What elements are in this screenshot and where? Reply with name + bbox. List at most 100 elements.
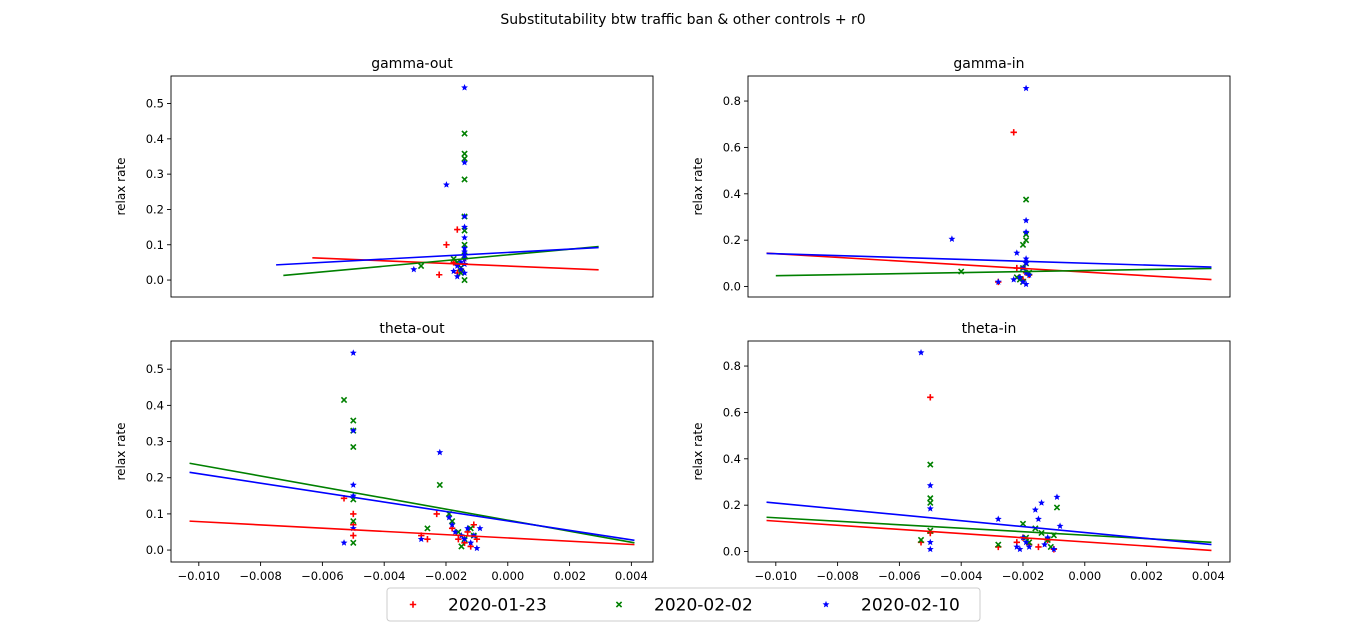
- y-tick-label: 0.3: [146, 167, 164, 181]
- y-axis-label: relax rate: [114, 157, 128, 215]
- x-tick-label: 0.004: [1192, 569, 1225, 583]
- data-point: [1019, 241, 1027, 248]
- data-point: [467, 539, 475, 546]
- subplot-title: gamma-out: [371, 56, 453, 72]
- data-point: [410, 265, 418, 273]
- data-point: [926, 538, 934, 546]
- legend: 2020-01-23 2020-02-02 2020-02-10: [386, 587, 981, 622]
- x-tick-label: 0.002: [553, 569, 586, 583]
- data-point: [349, 349, 357, 356]
- data-point: [436, 448, 444, 456]
- data-point: [1031, 506, 1039, 513]
- y-tick-label: 0.1: [146, 507, 164, 521]
- data-point: [455, 536, 462, 543]
- data-point: [424, 536, 431, 543]
- data-point: [1035, 543, 1042, 551]
- data-point: [917, 348, 925, 356]
- y-axis-label: relax rate: [114, 422, 128, 480]
- fit-line-2020-02-10: [189, 471, 635, 542]
- data-point: [926, 505, 934, 512]
- data-point: [1022, 255, 1030, 262]
- data-point: [1050, 545, 1058, 553]
- data-point: [340, 539, 348, 546]
- data-point: [417, 535, 425, 543]
- subplot-grid: gamma-out relax rate 0.0 0.1 0.2 0.3 0.4 0.5 gam…: [114, 56, 1231, 583]
- data-point: [350, 539, 357, 546]
- axes-frame: [170, 340, 654, 563]
- data-point: [424, 525, 431, 532]
- data-point: [350, 517, 357, 525]
- data-point: [451, 528, 459, 535]
- data-point: [1022, 280, 1030, 288]
- data-point: [1010, 276, 1018, 283]
- x-tick-label: −0.006: [301, 569, 344, 583]
- x-tick-label: −0.004: [940, 569, 983, 583]
- fit-line-2020-02-02: [775, 267, 1212, 277]
- data-point: [458, 543, 465, 550]
- series-2020-02-02: [340, 396, 477, 550]
- data-point: [1022, 538, 1030, 546]
- data-point: [1022, 216, 1030, 224]
- plot-area: [189, 349, 635, 552]
- data-point: [470, 521, 477, 528]
- legend-label: 2020-02-02: [654, 596, 753, 616]
- legend-marker: [409, 601, 417, 608]
- data-point: [927, 394, 934, 401]
- data-point: [349, 427, 357, 434]
- data-point: [350, 532, 357, 539]
- subplot-gamma-out: gamma-out relax rate 0.0 0.1 0.2 0.3 0.4 0.5: [114, 56, 654, 298]
- data-point: [1016, 273, 1024, 281]
- subplot-title: gamma-in: [953, 56, 1024, 72]
- data-point: [350, 443, 357, 451]
- data-point: [948, 235, 956, 242]
- plot-area: [276, 84, 599, 284]
- y-tick-label: 0.8: [723, 359, 741, 373]
- data-point: [350, 417, 357, 424]
- y-tick-label: 0.2: [146, 202, 164, 216]
- data-point: [450, 267, 458, 275]
- fit-line-2020-01-23: [189, 520, 635, 546]
- series-2020-02-10: [340, 349, 484, 552]
- fit-line-2020-02-10: [766, 501, 1212, 546]
- data-point: [1022, 259, 1030, 267]
- data-point: [350, 510, 357, 518]
- data-point: [448, 521, 456, 528]
- data-point: [1022, 228, 1030, 235]
- y-tick-label: 0.0: [146, 543, 164, 557]
- series-2020-02-10: [917, 348, 1064, 553]
- legend-label: 2020-02-10: [861, 596, 960, 616]
- y-tick-label: 0.6: [723, 405, 741, 419]
- subplot-title: theta-in: [962, 321, 1017, 337]
- data-point: [1016, 545, 1024, 553]
- data-point: [473, 544, 481, 552]
- subplot-theta-out: theta-out relax rate 0.0 0.1 0.2 0.3 0.4 0.5 −0.…: [114, 321, 654, 583]
- data-point: [995, 541, 1002, 548]
- data-point: [461, 248, 468, 255]
- data-point: [349, 481, 357, 488]
- data-point: [1010, 129, 1017, 136]
- y-tick-label: 0.4: [146, 398, 164, 412]
- data-point: [927, 461, 934, 468]
- data-point: [461, 212, 468, 220]
- data-point: [1053, 493, 1061, 500]
- plot-area: [766, 348, 1212, 553]
- data-point: [476, 524, 484, 532]
- data-point: [340, 396, 348, 404]
- data-point: [994, 515, 1002, 523]
- x-tick-label: 0.002: [1130, 569, 1163, 583]
- data-point: [461, 234, 468, 241]
- data-point: [457, 265, 465, 273]
- y-tick-label: 0.5: [146, 362, 164, 376]
- plot-area: [766, 84, 1212, 288]
- data-point: [1025, 543, 1033, 550]
- data-point: [461, 223, 468, 231]
- data-point: [927, 495, 934, 502]
- y-tick-label: 0.3: [146, 435, 164, 449]
- series-2020-01-23: [340, 495, 481, 550]
- x-tick-label: 0.000: [1068, 569, 1101, 583]
- data-point: [1041, 541, 1049, 548]
- fit-line-2020-01-23: [766, 519, 1212, 552]
- y-axis-label: relax rate: [691, 157, 705, 215]
- data-point: [461, 176, 468, 183]
- legend-entry: 2020-01-23: [409, 596, 547, 616]
